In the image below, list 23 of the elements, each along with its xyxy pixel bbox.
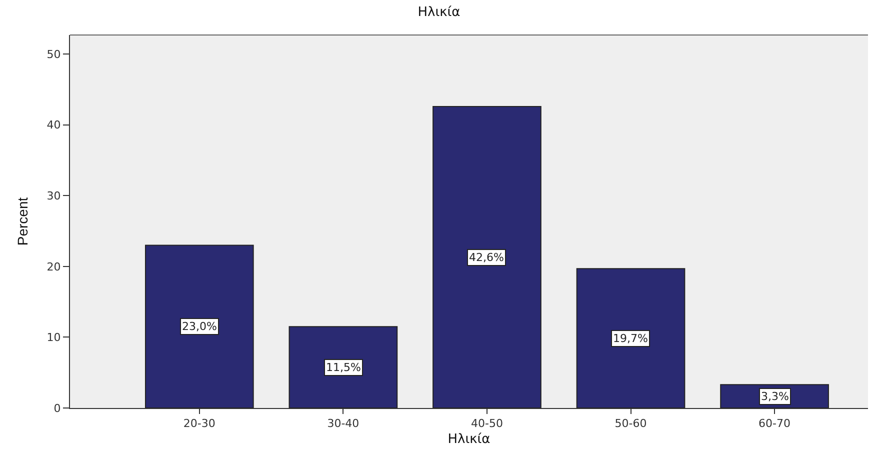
- data-label: 23,0%: [182, 320, 217, 333]
- data-label: 3,3%: [761, 390, 789, 403]
- x-tick-label: 50-60: [614, 417, 647, 430]
- y-tick-label: 10: [46, 331, 61, 344]
- x-tick-label: 60-70: [758, 417, 791, 430]
- bar: [576, 268, 686, 408]
- x-axis-title: Ηλικία: [448, 432, 490, 447]
- x-tick-label: 30-40: [327, 417, 360, 430]
- y-tick-label: 0: [54, 402, 61, 415]
- y-tick-label: 30: [46, 190, 61, 203]
- bar: [432, 106, 542, 408]
- data-label: 19,7%: [613, 332, 648, 345]
- chart-title: Ηλικία: [418, 4, 460, 20]
- x-tick-label: 20-30: [183, 417, 216, 430]
- y-axis-title: Percent: [14, 197, 30, 246]
- y-tick-label: 40: [46, 118, 61, 132]
- bar: [288, 326, 398, 408]
- bar: [144, 244, 254, 408]
- y-tick-label: 20: [46, 260, 61, 274]
- x-tick-label: 40-50: [470, 417, 503, 430]
- y-tick-label: 50: [46, 48, 61, 61]
- data-label: 11,5%: [326, 361, 361, 374]
- data-label: 42,6%: [469, 251, 504, 264]
